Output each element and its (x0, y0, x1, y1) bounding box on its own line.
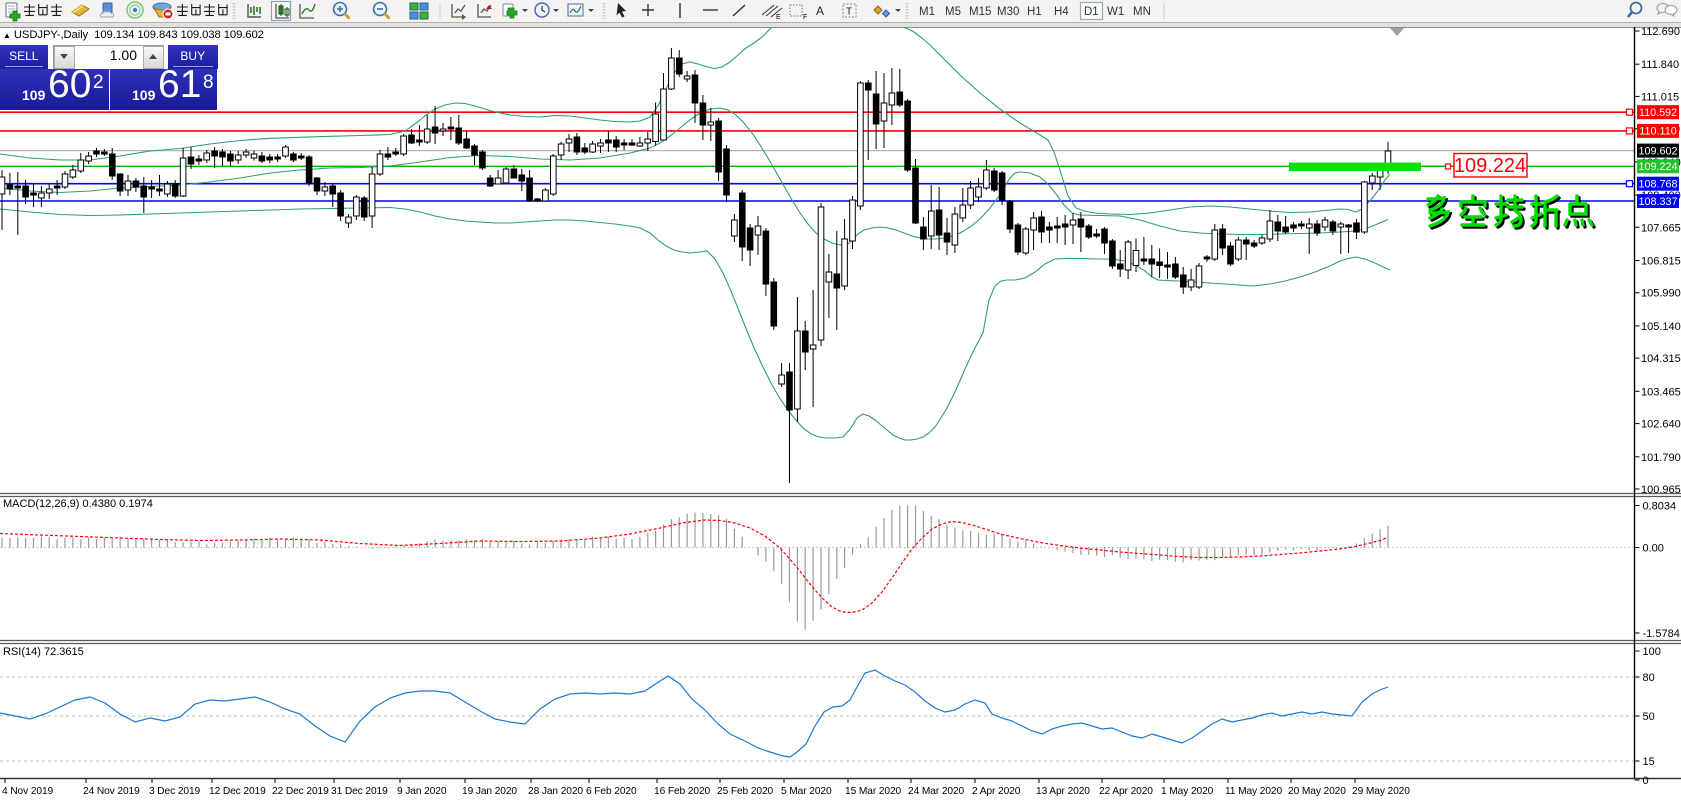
svg-text:RSI(14) 72.3615: RSI(14) 72.3615 (3, 646, 84, 658)
svg-text:109.224: 109.224 (1454, 155, 1526, 177)
svg-text:MN: MN (1133, 6, 1151, 18)
svg-text:0.8034: 0.8034 (1643, 501, 1677, 513)
svg-text:9 Jan 2020: 9 Jan 2020 (397, 786, 447, 797)
svg-text:100.965: 100.965 (1641, 484, 1681, 496)
svg-text:110.592: 110.592 (1639, 107, 1677, 119)
svg-text:50: 50 (1643, 711, 1655, 723)
svg-text:11 May 2020: 11 May 2020 (1225, 786, 1282, 797)
svg-text:4 Nov 2019: 4 Nov 2019 (2, 786, 54, 797)
svg-text:1 May 2020: 1 May 2020 (1161, 786, 1214, 797)
svg-text:H1: H1 (1027, 6, 1042, 18)
svg-text:12 Dec 2019: 12 Dec 2019 (209, 786, 266, 797)
svg-text:106.815: 106.815 (1641, 256, 1681, 268)
svg-text:109.224: 109.224 (1638, 161, 1677, 173)
svg-text:105.990: 105.990 (1641, 288, 1681, 300)
svg-text:101.790: 101.790 (1641, 452, 1681, 464)
svg-text:22 Apr 2020: 22 Apr 2020 (1099, 786, 1153, 797)
svg-text:15: 15 (1643, 756, 1655, 768)
svg-text:W1: W1 (1107, 6, 1124, 18)
svg-text:M30: M30 (997, 6, 1019, 18)
svg-text:31 Dec 2019: 31 Dec 2019 (331, 786, 388, 797)
svg-text:A: A (816, 4, 824, 18)
svg-text:29 May 2020: 29 May 2020 (1352, 786, 1410, 797)
svg-text:5 Mar 2020: 5 Mar 2020 (781, 786, 832, 797)
svg-text:M1: M1 (919, 6, 935, 18)
svg-text:M15: M15 (969, 6, 991, 18)
svg-text:112.690: 112.690 (1641, 26, 1680, 38)
svg-text:107.665: 107.665 (1641, 222, 1681, 234)
svg-text:105.140: 105.140 (1641, 321, 1681, 333)
svg-text:MACD(12,26,9) 0.4380 0.1974: MACD(12,26,9) 0.4380 0.1974 (3, 498, 153, 510)
svg-text:103.465: 103.465 (1641, 386, 1681, 398)
svg-text:109.602: 109.602 (1638, 145, 1677, 157)
svg-text:24 Nov 2019: 24 Nov 2019 (83, 786, 140, 797)
svg-text:-1.5784: -1.5784 (1643, 628, 1680, 640)
svg-text:100: 100 (1643, 646, 1661, 658)
svg-text:28 Jan 2020: 28 Jan 2020 (528, 786, 583, 797)
svg-text:13 Apr 2020: 13 Apr 2020 (1036, 786, 1090, 797)
svg-text:0.00: 0.00 (1643, 543, 1664, 555)
svg-text:110.110: 110.110 (1639, 126, 1676, 138)
svg-text:19 Jan 2020: 19 Jan 2020 (462, 786, 517, 797)
svg-text:2 Apr 2020: 2 Apr 2020 (972, 786, 1021, 797)
svg-text:15 Mar 2020: 15 Mar 2020 (845, 786, 902, 797)
svg-text:102.640: 102.640 (1641, 419, 1681, 431)
svg-text:104.315: 104.315 (1641, 353, 1681, 365)
svg-text:H4: H4 (1054, 6, 1069, 18)
svg-text:111.840: 111.840 (1641, 59, 1679, 71)
svg-text:0: 0 (1643, 775, 1649, 787)
svg-text:6 Feb 2020: 6 Feb 2020 (586, 786, 637, 797)
svg-text:3 Dec 2019: 3 Dec 2019 (149, 786, 201, 797)
svg-text:16 Feb 2020: 16 Feb 2020 (654, 786, 711, 797)
svg-text:22 Dec 2019: 22 Dec 2019 (272, 786, 329, 797)
svg-text:E: E (776, 14, 781, 21)
svg-text:F: F (803, 14, 807, 21)
svg-text:25 Feb 2020: 25 Feb 2020 (717, 786, 774, 797)
svg-text:111.015: 111.015 (1641, 91, 1679, 103)
svg-text:80: 80 (1643, 672, 1655, 684)
svg-text:108.768: 108.768 (1638, 179, 1677, 191)
svg-text:108.337: 108.337 (1638, 196, 1677, 208)
svg-text:M5: M5 (945, 6, 961, 18)
svg-text:20 May 2020: 20 May 2020 (1288, 786, 1346, 797)
svg-text:24 Mar 2020: 24 Mar 2020 (908, 786, 965, 797)
svg-text:D1: D1 (1084, 6, 1099, 18)
svg-text:T: T (846, 7, 852, 18)
